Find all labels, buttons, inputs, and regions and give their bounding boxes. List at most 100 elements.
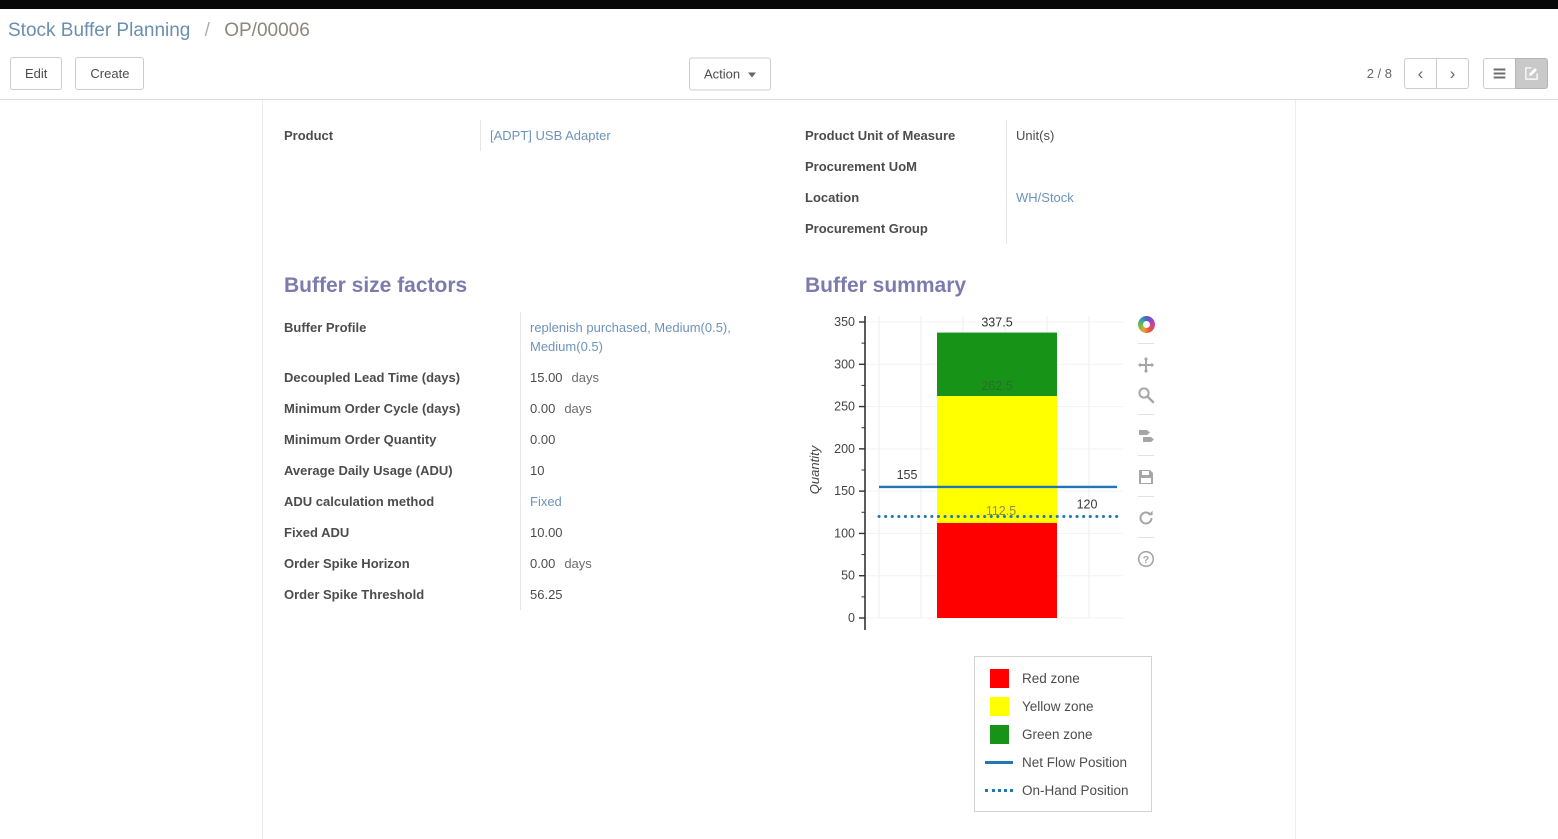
view-switcher [1483,58,1548,89]
svg-text:300: 300 [834,357,855,371]
buffer-summary-title: Buffer summary [805,274,967,297]
procurement-group-field-label: Procurement Group [805,221,928,236]
field-row-procurement-group: Procurement Group [805,213,1274,244]
zoom-icon[interactable] [1137,386,1155,404]
legend-item-net-flow[interactable]: Net Flow Position [985,748,1141,776]
pager-buttons: ‹ › [1404,58,1469,89]
location-link[interactable]: WH/Stock [1016,190,1074,205]
chevron-left-icon: ‹ [1417,64,1424,83]
svg-text:262.5: 262.5 [981,379,1012,393]
min-order-qty-label: Minimum Order Quantity [284,432,437,447]
spike-horizon-label: Order Spike Horizon [284,556,410,571]
field-row-min-order-cycle: Minimum Order Cycle (days) 0.00 days [284,393,779,424]
action-label: Action [704,66,741,81]
modebar-separator [1138,455,1154,456]
procurement-field-group: Product Unit of Measure Unit(s) Procurem… [805,120,1274,244]
legend-label-on-hand: On-Hand Position [1022,782,1129,798]
adu-label: Average Daily Usage (ADU) [284,463,453,478]
pager-previous-button[interactable]: ‹ [1404,58,1437,89]
fixed-adu-value: 10.00 [530,525,563,540]
svg-text:337.5: 337.5 [981,316,1012,330]
spike-horizon-value: 0.00 [530,556,556,571]
product-link[interactable]: [ADPT] USB Adapter [490,128,611,143]
form-view-icon [1524,66,1539,81]
pan-icon[interactable] [1137,356,1155,374]
legend-label-yellow-zone: Yellow zone [1022,698,1094,714]
svg-text:350: 350 [834,315,855,329]
field-row-buffer-profile: Buffer Profile replenish purchased, Medi… [284,312,779,362]
breadcrumb-current: OP/00006 [224,20,310,41]
dlt-label: Decoupled Lead Time (days) [284,370,461,385]
svg-text:?: ? [1143,554,1149,566]
procurement-uom-field-label: Procurement UoM [805,159,917,174]
breadcrumb: Stock Buffer Planning / OP/00006 [0,9,1558,48]
edit-button[interactable]: Edit [10,57,63,90]
field-row-adu-method: ADU calculation method Fixed [284,486,779,517]
dlt-suffix: days [571,370,600,385]
svg-text:250: 250 [834,400,855,414]
modebar-separator [1138,537,1154,538]
svg-text:155: 155 [897,468,918,482]
reset-icon[interactable] [1137,509,1155,527]
field-row-location: Location WH/Stock [805,182,1274,213]
chevron-right-icon: › [1449,64,1456,83]
min-order-qty-value: 0.00 [530,432,556,447]
buffer-profile-link[interactable]: replenish purchased, Medium(0.5), Medium… [530,320,731,354]
action-dropdown-button[interactable]: Action [689,57,772,90]
chart-legend: Red zone Yellow zone Green zone Net Flow… [974,656,1152,812]
field-row-product-uom: Product Unit of Measure Unit(s) [805,120,1274,151]
modebar-separator [1138,496,1154,497]
on-hand-line-icon [985,781,1013,800]
spike-threshold-label: Order Spike Threshold [284,587,425,602]
adu-value: 10 [530,463,545,478]
save-icon[interactable] [1137,468,1155,486]
product-field-label: Product [284,128,334,143]
pager-value[interactable]: 2 / 8 [1366,66,1392,81]
pager-area: 2 / 8 ‹ › [1367,58,1548,89]
adu-method-label: ADU calculation method [284,494,435,509]
create-button[interactable]: Create [75,57,145,90]
form-sheet: Product [ADPT] USB Adapter Product Unit … [262,100,1296,839]
legend-item-red-zone[interactable]: Red zone [985,664,1141,692]
caret-down-icon [748,72,757,78]
hover-compare-icon[interactable] [1137,427,1155,445]
breadcrumb-parent-link[interactable]: Stock Buffer Planning [8,20,191,41]
action-menu-area: Action [689,57,772,90]
list-view-icon [1492,66,1507,81]
min-order-cycle-value: 0.00 [530,401,556,416]
svg-text:112.5: 112.5 [986,504,1016,518]
product-field-group: Product [ADPT] USB Adapter [284,120,779,151]
min-order-cycle-suffix: days [564,401,592,416]
legend-label-red-zone: Red zone [1022,670,1080,686]
pager-next-button[interactable]: › [1436,58,1469,89]
plotly-logo-icon[interactable] [1137,316,1155,333]
yellow-zone-swatch-icon [985,696,1013,716]
field-row-dlt: Decoupled Lead Time (days) 15.00 days [284,362,779,393]
red-zone-swatch-icon [985,668,1013,688]
buffer-summary-chart: 0 50 100 150 200 250 300 350 337.5 262.5 112.5 155 1… [805,312,1165,644]
legend-item-on-hand[interactable]: On-Hand Position [985,776,1141,804]
field-row-spike-horizon: Order Spike Horizon 0.00 days [284,548,779,579]
adu-method-link[interactable]: Fixed [530,494,562,509]
field-row-min-order-qty: Minimum Order Quantity 0.00 [284,424,779,455]
field-row-product: Product [ADPT] USB Adapter [284,120,779,151]
svg-text:120: 120 [1077,498,1098,512]
buffer-profile-label: Buffer Profile [284,320,367,335]
fixed-adu-label: Fixed ADU [284,525,350,540]
legend-item-green-zone[interactable]: Green zone [985,720,1141,748]
svg-text:50: 50 [841,569,855,583]
green-zone-swatch-icon [985,724,1013,744]
location-field-label: Location [805,190,860,205]
form-view-button[interactable] [1515,58,1548,89]
buffer-size-factors-title: Buffer size factors [284,274,468,297]
breadcrumb-separator: / [204,20,210,41]
buffer-chart-svg[interactable]: 0 50 100 150 200 250 300 350 337.5 262.5 112.5 155 1… [805,312,1135,644]
help-icon[interactable]: ? [1137,550,1155,568]
field-row-fixed-adu: Fixed ADU 10.00 [284,517,779,548]
net-flow-line-icon [985,753,1013,772]
product-uom-value: Unit(s) [1016,128,1055,143]
list-view-button[interactable] [1483,58,1516,89]
top-menu-bar[interactable] [0,0,1558,9]
legend-label-net-flow: Net Flow Position [1022,754,1128,770]
legend-item-yellow-zone[interactable]: Yellow zone [985,692,1141,720]
